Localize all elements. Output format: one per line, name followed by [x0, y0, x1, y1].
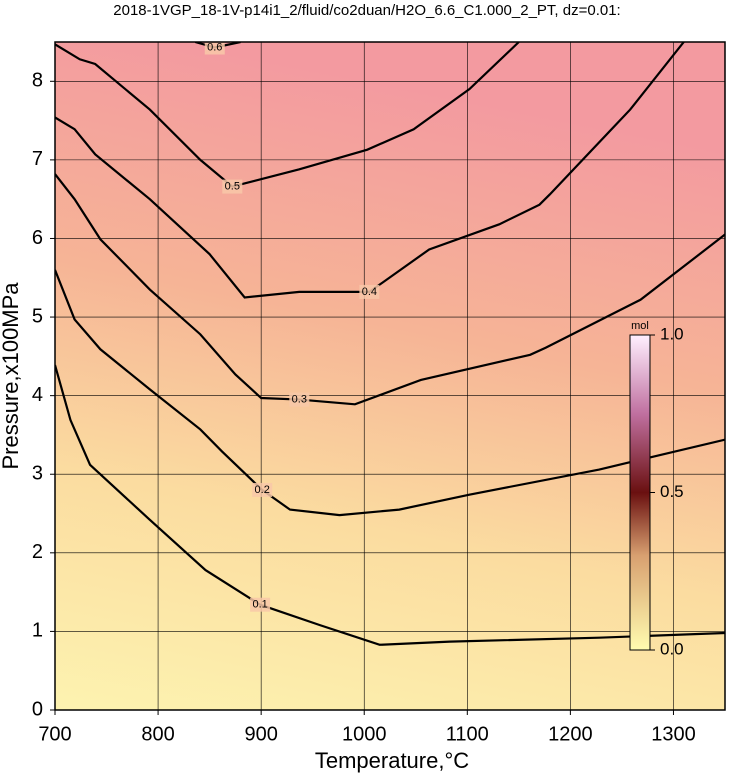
y-tick-label: 4: [32, 384, 43, 406]
colorbar-tick-label: 0.0: [660, 639, 684, 658]
colorbar-label: mol: [631, 320, 649, 332]
colorbar-tick-label: 0.5: [660, 482, 684, 501]
y-axis-label: Pressure,x100MPa: [0, 282, 23, 470]
y-tick-label: 1: [32, 620, 43, 642]
contour-label-bg: [250, 597, 271, 612]
y-tick-label: 3: [32, 463, 43, 485]
contour-label: 0.2: [255, 484, 270, 496]
contour-label-bg: [359, 284, 380, 299]
x-tick-label: 1300: [651, 723, 696, 745]
plot-background: [55, 42, 725, 710]
x-tick-label: 1000: [342, 723, 387, 745]
x-tick-label: 700: [38, 723, 71, 745]
y-tick-label: 5: [32, 305, 43, 327]
chart-title: 2018-1VGP_18-1V-p14i1_2/fluid/co2duan/H2…: [113, 2, 620, 19]
y-tick-label: 7: [32, 148, 43, 170]
x-tick-label: 900: [244, 723, 277, 745]
colorbar-tick-label: 1.0: [660, 324, 684, 343]
contour-label: 0.3: [292, 393, 307, 405]
contour-line: [55, 42, 685, 299]
x-axis-label: Temperature,°C: [315, 748, 469, 773]
contour-label: 0.4: [362, 286, 377, 298]
contour-label-bg: [252, 482, 273, 497]
contour-label-bg: [222, 179, 243, 194]
contour-line: [55, 173, 725, 406]
y-tick-label: 2: [32, 541, 43, 563]
contour-label: 0.5: [225, 181, 240, 193]
contour-label: 0.1: [252, 599, 267, 611]
y-tick-label: 6: [32, 227, 43, 249]
contour-label-bg: [289, 392, 310, 407]
x-tick-label: 800: [141, 723, 174, 745]
plot-frame: [54, 41, 726, 711]
x-tick-label: 1200: [548, 723, 593, 745]
y-tick-label: 8: [32, 70, 43, 92]
contour-label-bg: [204, 42, 225, 55]
colorbar: [629, 334, 651, 651]
contour-label: 0.6: [207, 41, 222, 53]
x-tick-label: 1100: [446, 723, 489, 745]
y-tick-label: 0: [32, 698, 43, 720]
plot-area: 0.6 0.5 0.4 0.3 0.2 0.1: [55, 41, 725, 710]
